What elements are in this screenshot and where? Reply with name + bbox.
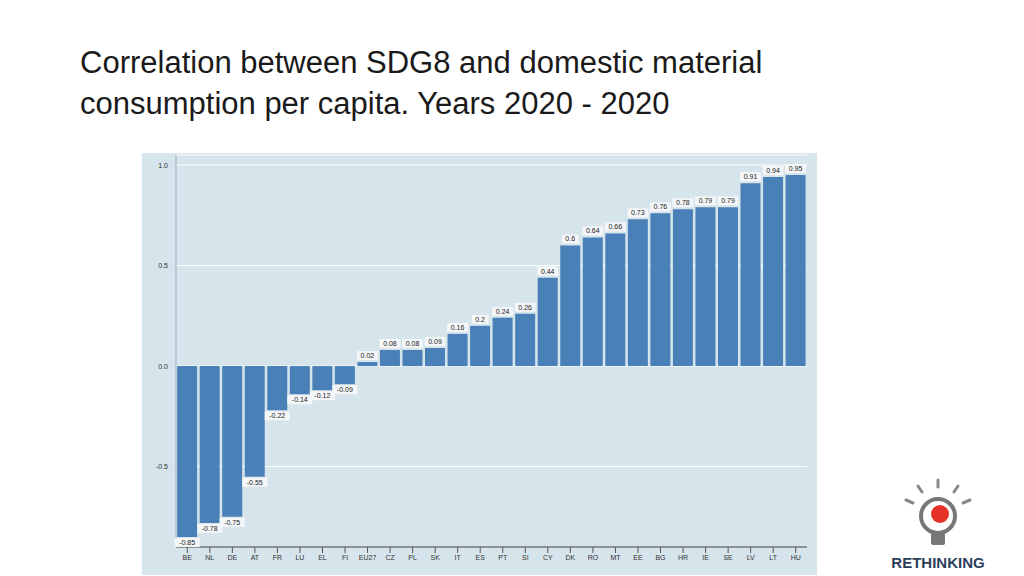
svg-text:MT: MT <box>610 554 621 561</box>
svg-text:0.24: 0.24 <box>496 308 510 315</box>
svg-text:IE: IE <box>702 554 709 561</box>
svg-text:SK: SK <box>430 554 440 561</box>
svg-text:0.16: 0.16 <box>451 324 465 331</box>
svg-text:LT: LT <box>769 554 777 561</box>
svg-text:0.08: 0.08 <box>406 340 420 347</box>
svg-text:DE: DE <box>227 554 237 561</box>
svg-text:-0.78: -0.78 <box>202 525 218 532</box>
svg-text:PT: PT <box>498 554 508 561</box>
svg-text:PL: PL <box>408 554 417 561</box>
svg-text:-0.55: -0.55 <box>247 479 263 486</box>
svg-text:0.5: 0.5 <box>158 262 168 269</box>
svg-text:0.91: 0.91 <box>744 173 758 180</box>
svg-text:0.66: 0.66 <box>608 223 622 230</box>
svg-text:-0.22: -0.22 <box>269 412 285 419</box>
svg-text:0.0: 0.0 <box>158 363 168 370</box>
svg-text:AT: AT <box>251 554 260 561</box>
svg-text:CZ: CZ <box>385 554 395 561</box>
svg-text:EE: EE <box>633 554 643 561</box>
svg-text:0.08: 0.08 <box>383 340 397 347</box>
svg-text:SI: SI <box>522 554 529 561</box>
svg-text:CY: CY <box>543 554 553 561</box>
svg-text:0.09: 0.09 <box>428 338 442 345</box>
svg-text:NL: NL <box>205 554 214 561</box>
svg-text:0.76: 0.76 <box>654 203 668 210</box>
svg-text:0.26: 0.26 <box>518 304 532 311</box>
svg-text:-0.09: -0.09 <box>337 386 353 393</box>
html-text:Correlation between SDG8 and d: Correlation between SDG8 and domestic ma… <box>80 45 763 121</box>
svg-text:HR: HR <box>678 554 688 561</box>
svg-text:0.79: 0.79 <box>721 197 735 204</box>
svg-text:0.44: 0.44 <box>541 268 555 275</box>
svg-text:0.64: 0.64 <box>586 227 600 234</box>
svg-text:FI: FI <box>342 554 348 561</box>
svg-text:ES: ES <box>476 554 486 561</box>
svg-text:0.95: 0.95 <box>789 165 803 172</box>
svg-text:BG: BG <box>655 554 665 561</box>
svg-text:SE: SE <box>723 554 733 561</box>
svg-text:RO: RO <box>588 554 599 561</box>
svg-text:LV: LV <box>747 554 755 561</box>
svg-text:-0.5: -0.5 <box>156 463 168 470</box>
svg-text:-0.12: -0.12 <box>314 392 330 399</box>
svg-text:IT: IT <box>455 554 462 561</box>
svg-text:0.79: 0.79 <box>699 197 713 204</box>
svg-text:LU: LU <box>295 554 304 561</box>
svg-text:0.02: 0.02 <box>361 352 375 359</box>
svg-text:0.2: 0.2 <box>475 316 485 323</box>
svg-text:RETHINKING: RETHINKING <box>891 554 984 571</box>
svg-text:0.6: 0.6 <box>565 235 575 242</box>
svg-text:1.0: 1.0 <box>158 162 168 169</box>
svg-text:-0.14: -0.14 <box>292 396 308 403</box>
svg-text:EL: EL <box>318 554 327 561</box>
svg-text:-0.75: -0.75 <box>224 519 240 526</box>
svg-text:0.94: 0.94 <box>766 167 780 174</box>
svg-text:BE: BE <box>183 554 193 561</box>
svg-text:0.78: 0.78 <box>676 199 690 206</box>
svg-text:DK: DK <box>566 554 576 561</box>
svg-text:-0.85: -0.85 <box>179 539 195 546</box>
svg-text:FR: FR <box>273 554 282 561</box>
svg-text:EU27: EU27 <box>359 554 377 561</box>
svg-text:HU: HU <box>791 554 801 561</box>
svg-text:0.73: 0.73 <box>631 209 645 216</box>
